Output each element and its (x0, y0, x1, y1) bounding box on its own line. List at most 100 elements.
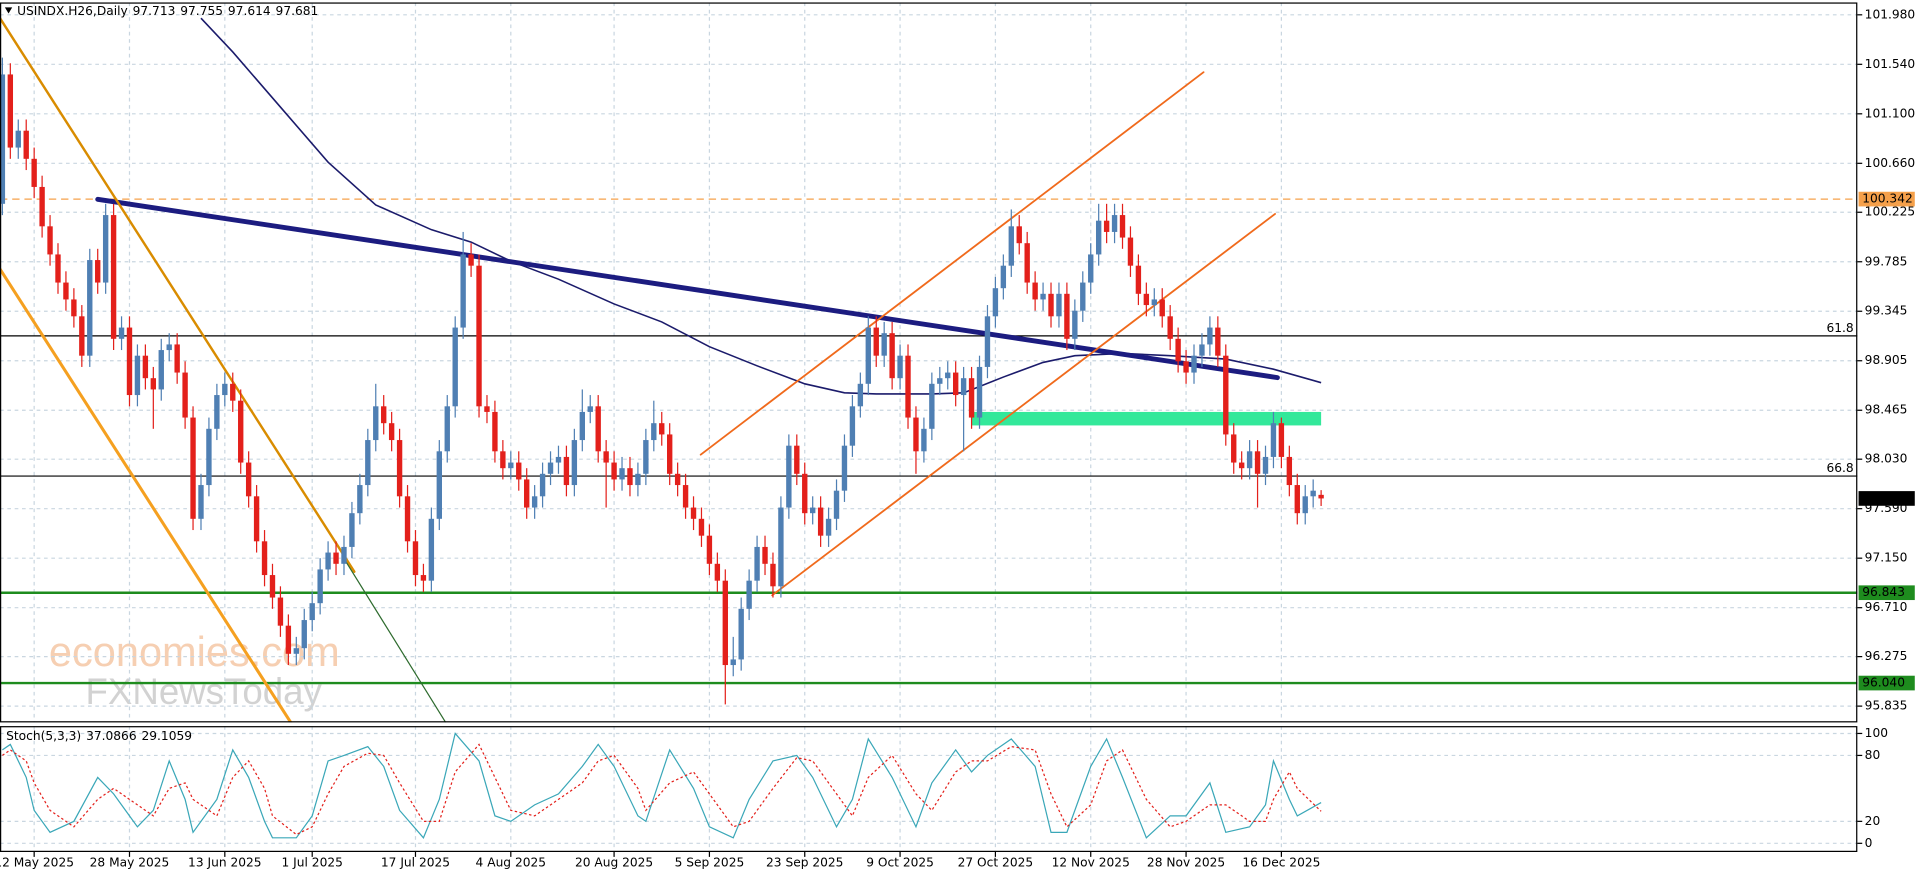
candle-body (881, 333, 887, 356)
candle-body (1175, 338, 1181, 362)
candle-body (825, 518, 832, 536)
candle-body (722, 580, 728, 666)
header-value: 97.614 (228, 4, 271, 18)
candle-body (531, 496, 538, 508)
candle-body (7, 74, 14, 148)
candle-body (937, 378, 943, 384)
candle-body (102, 215, 109, 283)
candle-body (420, 575, 427, 581)
candle-body (261, 541, 268, 576)
candle-body (15, 130, 21, 148)
candle-body (484, 406, 490, 412)
candle-body (436, 451, 443, 519)
level-name: 61.8 (1826, 321, 1853, 335)
candle-body (770, 563, 776, 587)
candle-body (214, 395, 220, 429)
candle-body (63, 282, 69, 300)
stoch-k-line (2, 732, 1322, 839)
candle-body (1103, 220, 1110, 232)
candle-body (754, 546, 760, 581)
stoch-header-value: Stoch(5,3,3) (6, 728, 81, 742)
candle-body (206, 428, 212, 486)
candle-body (357, 485, 363, 514)
candle-body (1080, 282, 1086, 311)
candle-body (706, 535, 713, 564)
candle-body (849, 406, 856, 446)
candle-body (1064, 293, 1070, 339)
candle-body (563, 456, 570, 486)
candle-body (71, 299, 77, 317)
menu-arrow[interactable] (4, 7, 13, 14)
y-tick-label: 100.225 (1865, 205, 1916, 219)
level-price-label: 96.040 (1862, 676, 1905, 690)
candle-body (1246, 451, 1253, 469)
watermark: economies.com (49, 628, 340, 675)
candle-body (817, 507, 824, 536)
candle-body (381, 406, 387, 424)
candle-body (158, 350, 164, 390)
y-tick-label: 99.345 (1865, 304, 1908, 318)
candle-body (1111, 215, 1118, 232)
trendline (0, 16, 356, 573)
trendline (95, 196, 1280, 381)
candle-body (245, 462, 252, 497)
candle-body (23, 130, 29, 159)
watermark: FXNewsToday (86, 671, 323, 712)
candle-body (698, 518, 705, 536)
candle-body (452, 327, 458, 407)
candle-body (905, 355, 911, 418)
x-tick-label: 1 Jul 2025 (282, 855, 343, 869)
y-tick-label: 98.030 (1865, 452, 1908, 466)
candle-body (269, 575, 276, 598)
candle-body (349, 513, 355, 547)
candle-body (539, 473, 546, 497)
header-value: 97.755 (180, 4, 223, 18)
y-tick-label: 101.100 (1865, 106, 1916, 120)
y-tick-label: 96.275 (1865, 649, 1908, 663)
candle-body (960, 378, 967, 396)
candle-body (1151, 299, 1157, 306)
candle-body (301, 620, 307, 649)
candle-body (571, 440, 578, 486)
candle-body (253, 496, 260, 542)
candle-body (444, 406, 450, 452)
candle-body (39, 186, 45, 227)
candle-body (1278, 423, 1285, 457)
candle-body (643, 440, 649, 474)
candle-body (198, 485, 204, 519)
header-value: 97.681 (276, 4, 319, 18)
candle-body (929, 383, 935, 429)
candle-body (134, 355, 141, 396)
candle-body (1048, 293, 1054, 317)
stochastic-panel (2, 732, 1322, 839)
candle-body (110, 215, 117, 339)
stoch-y-tick-label: 20 (1865, 814, 1881, 828)
stoch-header: Stoch(5,3,3) 37.0866 29.1059 (6, 728, 192, 742)
candle-body (492, 411, 498, 452)
x-tick-label: 27 Oct 2025 (958, 855, 1034, 869)
candle-body (293, 648, 300, 654)
candle-body (365, 440, 371, 486)
candle-body (277, 597, 284, 626)
candle-body (667, 434, 673, 474)
candle-body (659, 423, 665, 435)
stoch-d-line (2, 743, 1322, 836)
candle-body (921, 428, 927, 452)
x-tick-label: 28 May 2025 (90, 855, 170, 869)
candle-body (285, 625, 292, 654)
x-tick-label: 9 Oct 2025 (866, 855, 934, 869)
candle-body (118, 327, 125, 339)
x-tick-label: 12 May 2025 (0, 855, 74, 869)
candle-body (1016, 226, 1022, 244)
candle-body (841, 445, 848, 491)
candle-body (508, 462, 514, 469)
level-price-box (1858, 675, 1915, 691)
candle-body (325, 552, 331, 570)
candle-body (404, 496, 411, 542)
y-tick-label: 101.540 (1865, 57, 1916, 71)
stoch-header-value: 37.0866 (86, 728, 137, 742)
candle-body (1040, 293, 1046, 300)
candle-body (1088, 254, 1094, 283)
candle-body (587, 406, 593, 412)
